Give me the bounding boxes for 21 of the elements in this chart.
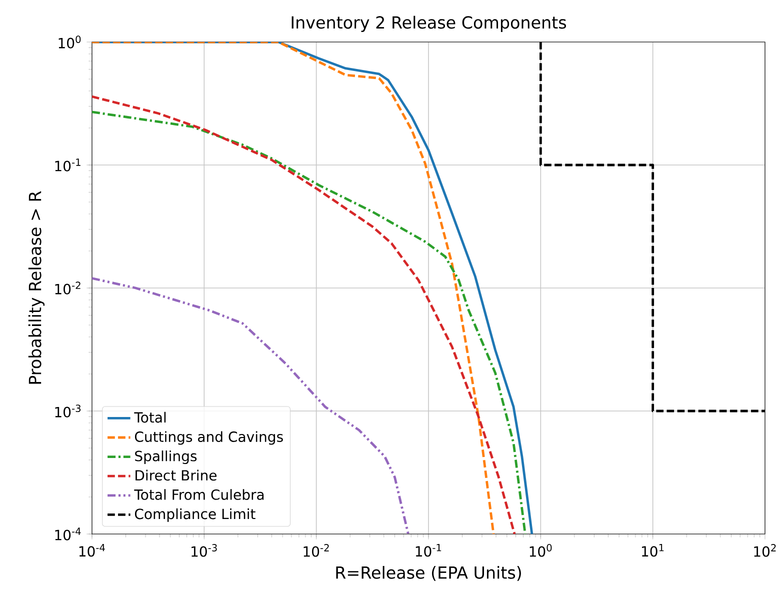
y-axis-title: Probability Release > R [28, 191, 45, 384]
x-tick-label: 10$^{-2}$ [304, 544, 329, 557]
x-tick-label: 10$^{0}$ [530, 544, 552, 557]
legend-label: Total [134, 412, 166, 423]
chart-title: Inventory 2 Release Components [292, 16, 566, 32]
x-tick-label: 10$^{-3}$ [192, 544, 217, 557]
x-tick-label: 10$^{2}$ [754, 544, 776, 557]
legend-label: Direct Brine [136, 470, 217, 481]
y-tick-label: 10$^{0}$ [58, 36, 81, 48]
x-tick-label: 10$^{1}$ [642, 544, 664, 557]
legend-label: Compliance Limit [134, 508, 256, 522]
y-tick-label: 10$^{-4}$ [55, 528, 81, 540]
y-tick-label: 10$^{-1}$ [55, 158, 80, 172]
x-tick-label: 10$^{-4}$ [79, 544, 105, 557]
y-tick-label: 10$^{-2}$ [55, 282, 80, 294]
legend-label: Cuttings and Cavings [134, 431, 283, 445]
x-axis-title: R=Release (EPA Units) [336, 566, 521, 581]
y-tick-label: 10$^{-3}$ [55, 404, 81, 418]
x-tick-label: 10$^{-1}$ [416, 544, 442, 557]
legend-label: Spallings [135, 450, 197, 464]
legend-label: Total From Culebra [134, 489, 264, 500]
